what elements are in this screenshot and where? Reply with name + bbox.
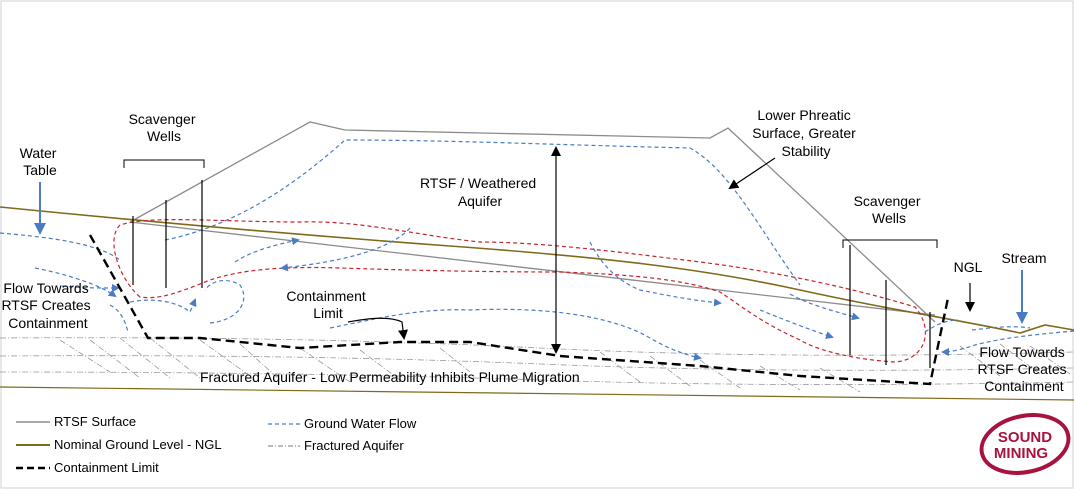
ngl-label: NGL (954, 259, 983, 275)
fractured-aquifer-label: Fractured Aquifer - Low Permeability Inh… (200, 369, 580, 385)
fractured-aquifer-hatching (0, 337, 1074, 393)
scavenger-wells-right-label: Scavenger Wells (854, 193, 925, 226)
svg-text:SOUND: SOUND (998, 429, 1052, 446)
ngl-line (0, 206, 1074, 334)
scavenger-wells-left-bracket (123, 159, 205, 168)
scavenger-wells-right-bracket (842, 239, 938, 248)
stream-label: Stream (1001, 250, 1046, 266)
containment-limit-label: Containment Limit (286, 288, 369, 321)
legend-containment-label: Containment Limit (54, 460, 159, 475)
plume-outline (113, 219, 926, 363)
lower-phreatic-label: Lower Phreatic Surface, Greater Stabilit… (752, 107, 859, 159)
containment-limit-arrow (347, 317, 408, 340)
legend-ngl-label: Nominal Ground Level - NGL (54, 437, 222, 452)
ground-water-flow (0, 139, 1074, 361)
scavenger-wells-left-label: Scavenger Wells (129, 111, 200, 144)
water-table-label: Water Table (20, 145, 61, 178)
legend-flow-label: Ground Water Flow (304, 416, 417, 431)
legend-rtsf-label: RTSF Surface (54, 414, 136, 429)
flow-right-label: Flow Towards RTSF Creates Containment (977, 344, 1070, 394)
legend-fractured-label: Fractured Aquifer (304, 438, 404, 453)
legend: RTSF Surface Nominal Ground Level - NGL … (16, 414, 417, 475)
flow-left-label: Flow Towards RTSF Creates Containment (1, 280, 94, 331)
lower-phreatic-arrow (728, 157, 776, 190)
sound-mining-logo: SOUND MINING (979, 413, 1071, 475)
containment-limit (88, 234, 950, 386)
scavenger-wells (132, 180, 931, 368)
bedrock-line (0, 386, 1074, 401)
rtsf-aquifer-label: RTSF / Weathered Aquifer (420, 175, 540, 209)
svg-text:MINING: MINING (994, 445, 1048, 462)
rtsf-surface (129, 121, 936, 323)
